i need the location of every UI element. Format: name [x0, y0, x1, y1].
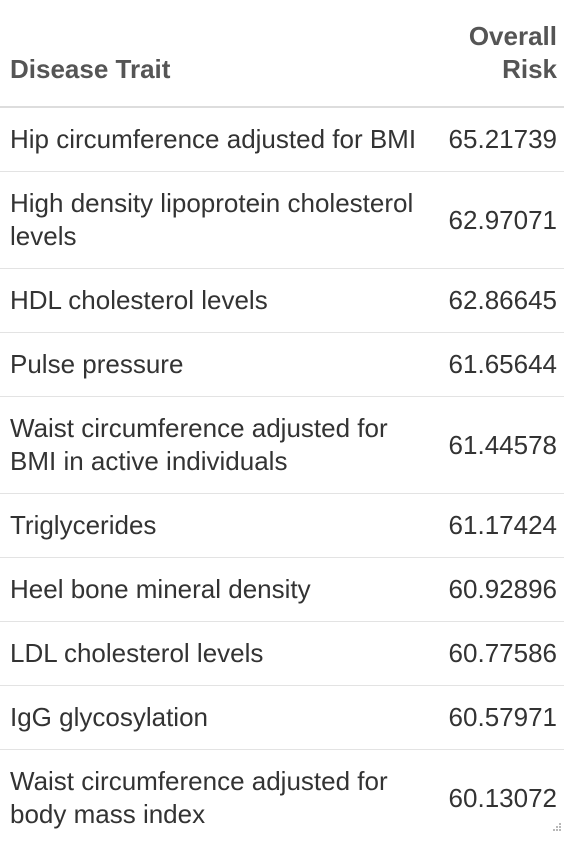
- trait-cell: Heel bone mineral density: [0, 558, 440, 622]
- table-row: Pulse pressure 61.65644: [0, 333, 564, 397]
- resize-grip-icon[interactable]: [548, 820, 562, 834]
- table-row: IgG glycosylation 60.57971: [0, 686, 564, 750]
- risk-cell: 60.57971: [440, 686, 564, 750]
- table-body: Hip circumference adjusted for BMI 65.21…: [0, 107, 564, 846]
- risk-cell: 65.21739: [440, 107, 564, 172]
- risk-cell: 60.77586: [440, 622, 564, 686]
- table-header: Disease Trait Overall Risk: [0, 0, 564, 107]
- trait-cell: Pulse pressure: [0, 333, 440, 397]
- table-row: LDL cholesterol levels 60.77586: [0, 622, 564, 686]
- table-row: HDL cholesterol levels 62.86645: [0, 269, 564, 333]
- table-row: Heel bone mineral density 60.92896: [0, 558, 564, 622]
- trait-cell: Waist circumference adjusted for body ma…: [0, 750, 440, 846]
- trait-cell: High density lipoprotein cholesterol lev…: [0, 172, 440, 269]
- table-row: Triglycerides 61.17424: [0, 494, 564, 558]
- header-row: Disease Trait Overall Risk: [0, 0, 564, 107]
- table-row: Hip circumference adjusted for BMI 65.21…: [0, 107, 564, 172]
- trait-cell: IgG glycosylation: [0, 686, 440, 750]
- column-header-label-line1: Overall: [469, 21, 557, 51]
- table-row: Waist circumference adjusted for BMI in …: [0, 397, 564, 494]
- table-row: High density lipoprotein cholesterol lev…: [0, 172, 564, 269]
- risk-cell: 61.44578: [440, 397, 564, 494]
- risk-cell: 60.13072: [440, 750, 564, 846]
- column-header-disease-trait[interactable]: Disease Trait: [0, 0, 440, 107]
- risk-cell: 60.92896: [440, 558, 564, 622]
- trait-cell: LDL cholesterol levels: [0, 622, 440, 686]
- column-header-label: Disease Trait: [10, 54, 170, 84]
- table-row: Waist circumference adjusted for body ma…: [0, 750, 564, 846]
- risk-cell: 61.17424: [440, 494, 564, 558]
- risk-cell: 62.97071: [440, 172, 564, 269]
- trait-cell: Hip circumference adjusted for BMI: [0, 107, 440, 172]
- risk-cell: 62.86645: [440, 269, 564, 333]
- column-header-overall-risk[interactable]: Overall Risk: [440, 0, 564, 107]
- trait-cell: Waist circumference adjusted for BMI in …: [0, 397, 440, 494]
- trait-cell: Triglycerides: [0, 494, 440, 558]
- trait-cell: HDL cholesterol levels: [0, 269, 440, 333]
- risk-cell: 61.65644: [440, 333, 564, 397]
- column-header-label-line2: Risk: [502, 54, 557, 84]
